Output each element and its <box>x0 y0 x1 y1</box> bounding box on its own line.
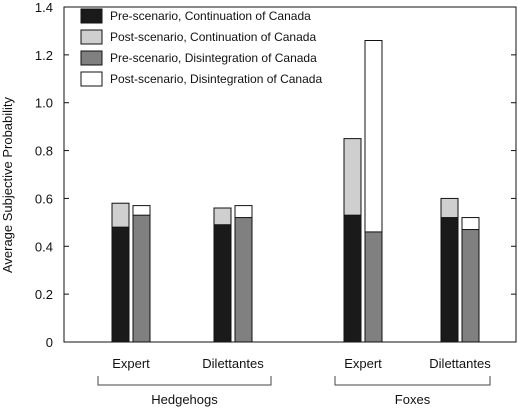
bars <box>111 40 480 343</box>
bar-pre-disintegration <box>461 229 480 343</box>
legend-label: Post-scenario, Continuation of Canada <box>110 30 316 44</box>
group-labels: Hedgehogs Foxes <box>97 376 491 407</box>
y-axis-label: Average Subjective Probability <box>0 96 15 273</box>
group-bracket <box>334 376 491 386</box>
y-tick-label: 0.8 <box>35 144 53 159</box>
legend-swatch <box>80 29 103 45</box>
bar-pre-continuation <box>440 217 459 343</box>
legend-label: Post-scenario, Disintegration of Canada <box>110 72 322 86</box>
y-tick-label: 0.2 <box>35 287 53 302</box>
plot-frame <box>63 6 517 343</box>
y-ticks: 0 0.2 0.4 0.6 0.8 1.0 1.2 1.4 <box>35 0 516 350</box>
legend-swatch <box>80 50 103 66</box>
bar-pre-continuation <box>213 224 232 343</box>
bar-pre-disintegration <box>364 231 383 343</box>
category-labels: Expert Dilettantes Expert Dilettantes <box>112 356 491 371</box>
axes <box>63 6 517 343</box>
bar-pre-disintegration <box>234 217 253 343</box>
legend: Pre-scenario, Continuation of Canada Post… <box>80 8 322 87</box>
group-label: Foxes <box>395 392 431 407</box>
category-label: Expert <box>344 356 382 371</box>
legend-swatch <box>80 8 103 24</box>
y-tick-label: 1.2 <box>35 48 53 63</box>
y-tick-label: 0 <box>46 335 53 350</box>
y-tick-label: 0.6 <box>35 191 53 206</box>
y-axis-label-group: Average Subjective Probability <box>0 96 15 273</box>
group-label: Hedgehogs <box>151 392 218 407</box>
y-tick-label: 1.4 <box>35 0 53 15</box>
bar-pre-continuation <box>343 214 362 343</box>
category-label: Expert <box>112 356 150 371</box>
y-tick-label: 1.0 <box>35 96 53 111</box>
legend-label: Pre-scenario, Continuation of Canada <box>110 9 311 23</box>
bar-pre-continuation <box>111 226 130 343</box>
category-label: Dilettantes <box>429 356 491 371</box>
legend-label: Pre-scenario, Disintegration of Canada <box>110 51 317 65</box>
y-tick-label: 0.4 <box>35 239 53 254</box>
group-bracket <box>97 376 272 386</box>
category-label: Dilettantes <box>202 356 264 371</box>
legend-swatch <box>80 71 103 87</box>
bar-pre-disintegration <box>132 214 151 343</box>
